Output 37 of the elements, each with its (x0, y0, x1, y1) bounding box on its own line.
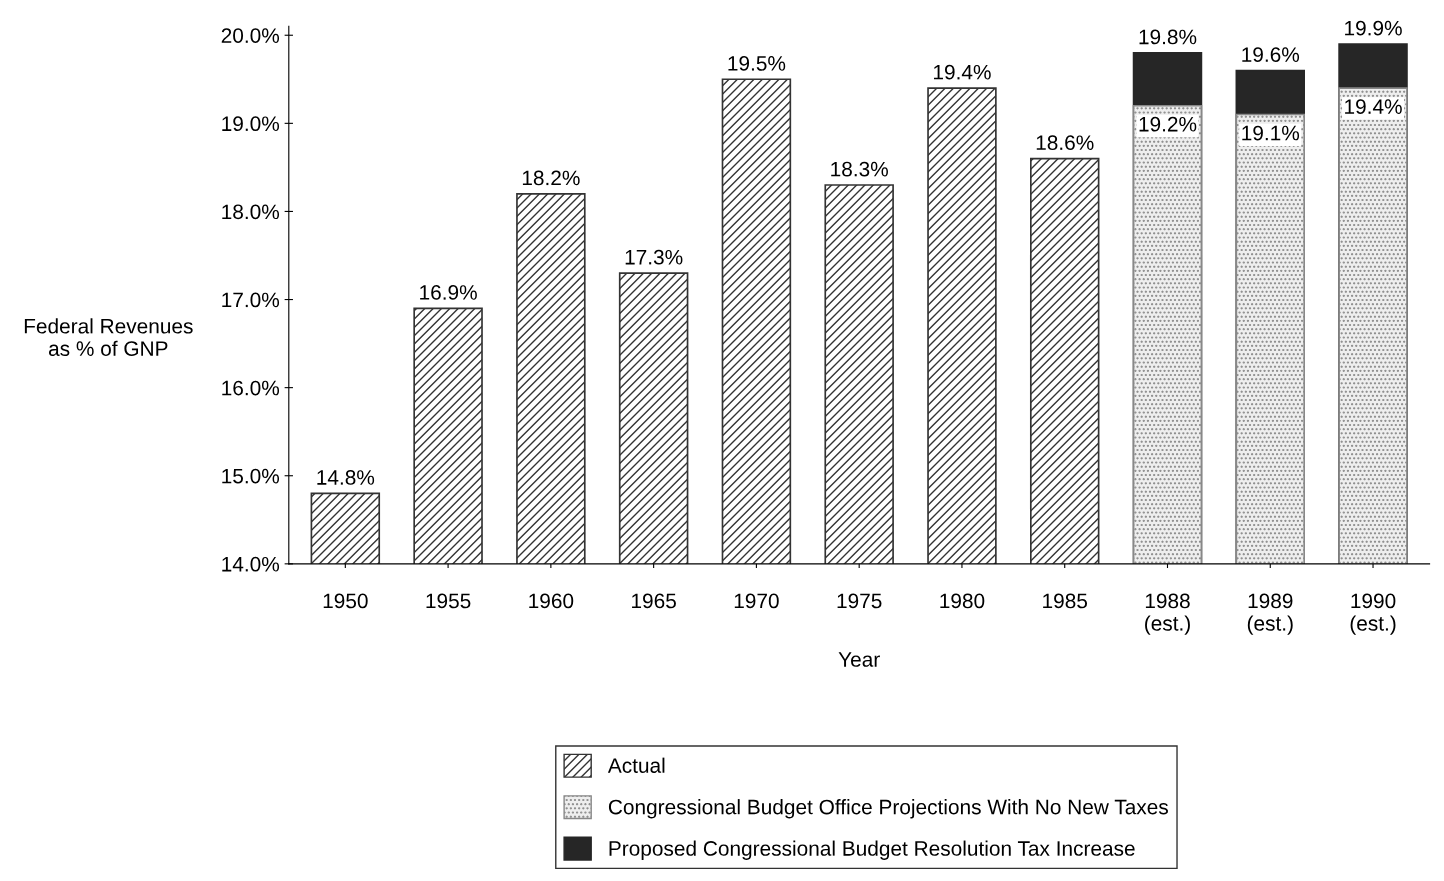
x-tick-label: 1950 (323, 593, 368, 609)
data-label: 19.4% (934, 64, 991, 80)
x-axis-title: Year (838, 652, 880, 667)
x-tick-label: 1975 (837, 593, 882, 609)
x-tick-label: 1988 (est.) (1145, 593, 1190, 635)
data-label: 17.3% (625, 249, 683, 265)
data-label: 16.9% (420, 285, 477, 300)
y-tick-label: 16.0% (222, 380, 280, 396)
y-tick-label: 19.0% (222, 116, 280, 132)
x-tick-label: 1990 (est.) (1350, 593, 1396, 635)
x-tick-label: 1985 (1043, 593, 1088, 609)
data-label: 19.8% (1139, 29, 1197, 45)
y-tick-label: 14.0% (222, 556, 280, 572)
data-label: 18.6% (1036, 135, 1094, 151)
legend-label: Proposed Congressional Budget Resolution Tax Increase (609, 840, 1135, 860)
legend-label: Congressional Budget Office Projections With No New Taxes (608, 799, 1168, 819)
y-tick-label: 17.0% (222, 292, 280, 308)
y-tick-label: 20.0% (221, 28, 280, 43)
y-tick-label: 15.0% (222, 468, 280, 484)
x-tick-label: 1970 (734, 593, 779, 609)
data-label: 14.8% (317, 470, 375, 485)
legend-label: Actual (607, 757, 665, 773)
data-label: 19.9% (1345, 20, 1402, 36)
data-label: 19.6% (1242, 47, 1300, 62)
x-tick-label: 1965 (632, 593, 676, 609)
x-tick-label: 1955 (426, 593, 471, 609)
data-label: 19.2% (1139, 116, 1197, 132)
x-tick-label: 1980 (940, 593, 985, 609)
data-label: 19.5% (728, 56, 786, 71)
y-axis-title: Federal Revenues as % of GNP (24, 318, 193, 356)
x-tick-label: 1960 (529, 593, 574, 609)
y-tick-label: 18.0% (222, 204, 280, 220)
x-tick-label: 1989 (est.) (1247, 593, 1293, 635)
data-label: 19.4% (1345, 99, 1402, 114)
data-label: 18.3% (831, 161, 888, 177)
data-label: 19.1% (1242, 125, 1300, 141)
data-label: 18.2% (522, 170, 580, 186)
